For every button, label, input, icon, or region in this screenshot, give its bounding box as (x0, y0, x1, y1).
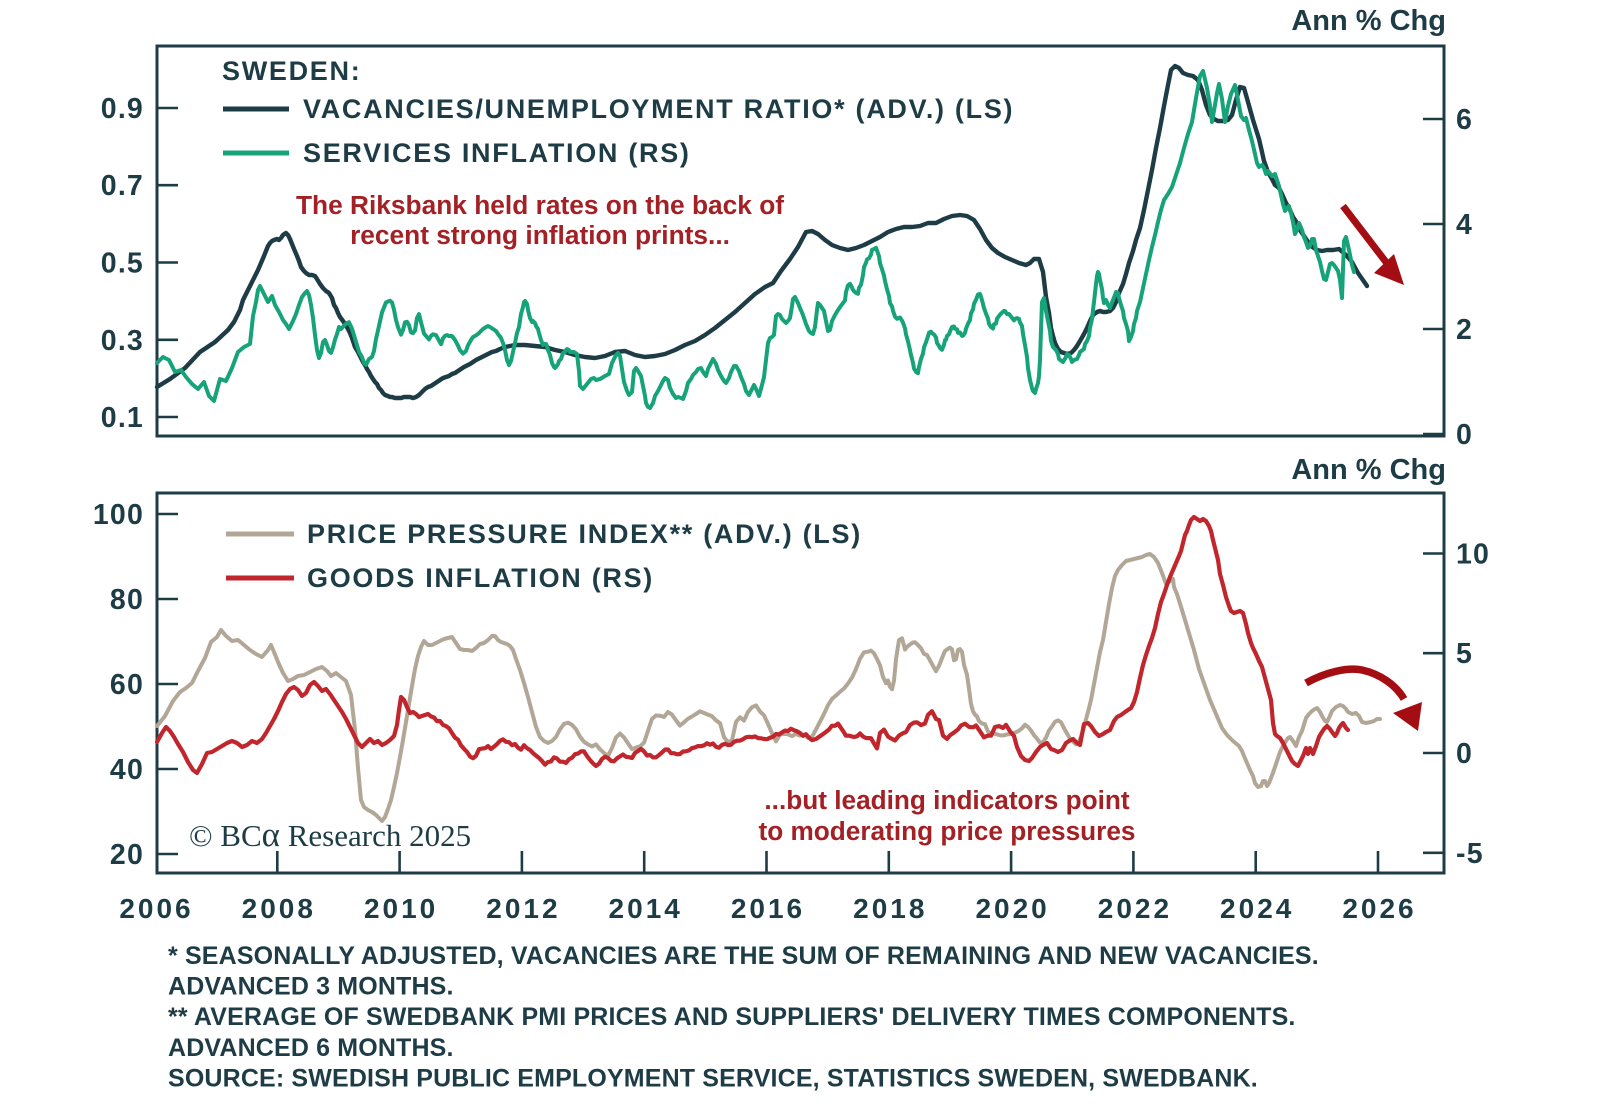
svg-text:100: 100 (93, 499, 144, 531)
svg-text:80: 80 (110, 584, 144, 616)
svg-text:2012: 2012 (486, 893, 560, 924)
svg-text:2024: 2024 (1220, 893, 1294, 924)
svg-text:0.1: 0.1 (101, 402, 144, 434)
svg-text:0: 0 (1456, 738, 1473, 770)
svg-text:GOODS INFLATION (RS): GOODS INFLATION (RS) (307, 563, 654, 593)
svg-text:Ann % Chg: Ann % Chg (1291, 454, 1446, 486)
svg-text:2020: 2020 (975, 893, 1049, 924)
svg-text:0.7: 0.7 (101, 170, 144, 202)
svg-text:0.3: 0.3 (101, 325, 144, 357)
svg-text:0.9: 0.9 (101, 93, 144, 125)
svg-text:SWEDEN:: SWEDEN: (222, 56, 361, 86)
svg-text:0: 0 (1456, 419, 1472, 451)
svg-text:© BCα Research 2025: © BCα Research 2025 (189, 815, 471, 854)
svg-text:20: 20 (110, 839, 144, 871)
svg-text:ADVANCED 6 MONTHS.: ADVANCED 6 MONTHS. (168, 1034, 454, 1062)
svg-text:2022: 2022 (1098, 893, 1172, 924)
svg-text:2006: 2006 (119, 893, 193, 924)
svg-text:40: 40 (110, 754, 144, 786)
svg-text:0.5: 0.5 (101, 248, 144, 280)
svg-text:2018: 2018 (853, 893, 927, 924)
svg-text:PRICE PRESSURE INDEX** (ADV.): PRICE PRESSURE INDEX** (ADV.) (LS) (307, 519, 862, 549)
svg-text:* SEASONALLY ADJUSTED, VACANCI: * SEASONALLY ADJUSTED, VACANCIES ARE THE… (168, 942, 1319, 970)
svg-text:60: 60 (110, 669, 144, 701)
svg-text:...but leading indicators poin: ...but leading indicators point (764, 785, 1129, 815)
svg-text:5: 5 (1456, 638, 1473, 670)
svg-text:ADVANCED 3 MONTHS.: ADVANCED 3 MONTHS. (168, 973, 454, 1001)
svg-text:10: 10 (1456, 539, 1490, 571)
svg-text:VACANCIES/UNEMPLOYMENT RATIO*: VACANCIES/UNEMPLOYMENT RATIO* (ADV.) (LS… (303, 94, 1014, 124)
svg-text:recent strong inflation prints: recent strong inflation prints... (350, 220, 730, 250)
svg-text:2016: 2016 (731, 893, 805, 924)
svg-text:SOURCE: SWEDISH PUBLIC EMPLOYM: SOURCE: SWEDISH PUBLIC EMPLOYMENT SERVIC… (168, 1064, 1258, 1092)
svg-text:6: 6 (1456, 104, 1472, 136)
svg-text:2010: 2010 (364, 893, 438, 924)
svg-text:4: 4 (1456, 209, 1472, 241)
svg-text:2026: 2026 (1342, 893, 1416, 924)
svg-text:2008: 2008 (242, 893, 316, 924)
svg-text:2014: 2014 (609, 893, 683, 924)
svg-text:** AVERAGE OF SWEDBANK PMI PRI: ** AVERAGE OF SWEDBANK PMI PRICES AND SU… (168, 1003, 1296, 1031)
svg-text:SERVICES INFLATION (RS): SERVICES INFLATION (RS) (303, 138, 691, 168)
svg-text:to moderating price pressures: to moderating price pressures (759, 816, 1136, 846)
svg-text:2: 2 (1456, 314, 1472, 346)
svg-text:Ann % Chg: Ann % Chg (1291, 5, 1446, 37)
svg-text:-5: -5 (1456, 838, 1484, 870)
svg-text:The Riksbank held rates on the: The Riksbank held rates on the back of (296, 190, 784, 220)
